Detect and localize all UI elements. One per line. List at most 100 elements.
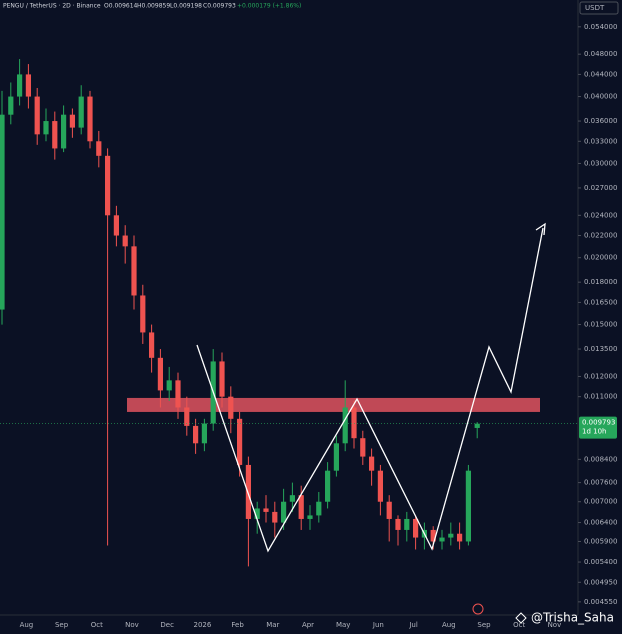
candle-body [325, 470, 331, 502]
logo [515, 612, 527, 624]
x-tick-label: Nov [125, 621, 139, 629]
y-tick-label: 0.013500 [584, 345, 617, 353]
x-tick-label: Jun [372, 621, 384, 629]
ohlc-open: O0.009614 [104, 3, 138, 10]
ohlc-low: L0.009198 [170, 3, 202, 10]
candle-body [105, 155, 111, 216]
x-tick-label: Jul [408, 621, 418, 629]
candle-body [140, 295, 146, 333]
y-tick-label: 0.012000 [584, 372, 617, 380]
y-tick-label: 0.016500 [584, 298, 617, 306]
candle-body [342, 407, 348, 444]
candle-body [307, 515, 313, 519]
candle-body [193, 425, 199, 444]
x-tick-label: Sep [55, 621, 69, 629]
change: +0.000179 (+1.86%) [237, 3, 301, 10]
price-tag-value: 0.009793 [582, 419, 615, 427]
candle-body [184, 407, 190, 426]
x-tick-label: Apr [302, 621, 314, 629]
x-tick-label: 2026 [193, 621, 211, 629]
candle-body [413, 518, 419, 538]
x-tick-label: Aug [20, 621, 34, 629]
y-tick-label: 0.040000 [584, 93, 617, 101]
candle-body [166, 380, 172, 391]
y-tick-label: 0.005400 [584, 558, 617, 566]
candle-body [457, 533, 463, 542]
x-tick-label: Oct [513, 621, 525, 629]
y-tick-label: 0.022000 [584, 232, 617, 240]
candle-body [96, 141, 102, 156]
projection-path [196, 227, 544, 553]
candle-body [8, 96, 14, 115]
candle-body [254, 508, 260, 519]
candle-body [430, 529, 436, 542]
y-tick-label: 0.015000 [584, 321, 617, 329]
y-tick-label: 0.024000 [584, 211, 617, 219]
x-tick-label: May [336, 621, 350, 629]
candle-body [395, 518, 401, 530]
candle-body [87, 96, 93, 142]
y-tick-label: 0.054000 [584, 23, 617, 31]
candle-body [78, 96, 84, 128]
price-tag-box [579, 416, 617, 439]
candle-body [61, 114, 67, 149]
candle-body [131, 246, 137, 296]
candle-body [281, 501, 287, 523]
candle-body [228, 396, 234, 419]
candle-body [369, 456, 375, 471]
candle-body [175, 380, 181, 408]
y-tick-label: 0.048000 [584, 50, 617, 58]
candle-body [386, 501, 392, 519]
candle-body [316, 501, 322, 516]
candle-body [272, 511, 278, 523]
x-tick-label: Sep [477, 621, 491, 629]
y-tick-label: 0.004950 [584, 578, 617, 586]
y-tick-label: 0.044000 [584, 70, 617, 78]
candle-body [25, 74, 31, 97]
y-tick-label: 0.006400 [584, 519, 617, 527]
event-icon [472, 603, 484, 615]
candle-body [149, 332, 155, 358]
x-tick-label: Nov [548, 621, 562, 629]
candle-body [34, 96, 40, 135]
y-tick-label: 0.011000 [584, 393, 617, 401]
x-tick-label: Oct [91, 621, 103, 629]
ohlc-high: H0.009859 [137, 3, 170, 10]
candle-body [377, 470, 383, 502]
candle-body [465, 470, 471, 542]
candle-body [219, 361, 225, 397]
candle-body [17, 74, 23, 97]
x-tick-label: Aug [442, 621, 456, 629]
candle-body [404, 518, 410, 530]
candle-body [237, 418, 243, 465]
candle-body [448, 533, 454, 538]
candle-body [289, 495, 295, 502]
x-tick-label: Feb [231, 621, 244, 629]
candle-body [157, 357, 163, 391]
watermark: @Trisha_Saha [531, 611, 614, 625]
candle-body [245, 464, 251, 519]
y-tick-label: 0.030000 [584, 159, 617, 167]
candle-body [298, 495, 304, 519]
candle-body [201, 423, 207, 444]
x-tick-label: Dec [160, 621, 174, 629]
candle-body [333, 443, 339, 471]
candle-body [351, 407, 357, 439]
y-tick-label: 0.027000 [584, 184, 617, 192]
candle-body [122, 235, 128, 247]
x-tick-label: Mar [266, 621, 279, 629]
y-tick-label: 0.008400 [584, 455, 617, 463]
candle-body [69, 114, 75, 128]
candle-body [43, 121, 49, 135]
y-tick-label: 0.036000 [584, 117, 617, 125]
ohlc-close: C0.009793 [203, 3, 236, 10]
candle-body [439, 537, 445, 542]
y-tick-label: 0.018000 [584, 278, 617, 286]
candle-body [113, 215, 119, 236]
currency-box [579, 1, 619, 15]
y-tick-label: 0.007000 [584, 498, 617, 506]
candle-body [0, 114, 5, 310]
plot-area [0, 59, 578, 567]
